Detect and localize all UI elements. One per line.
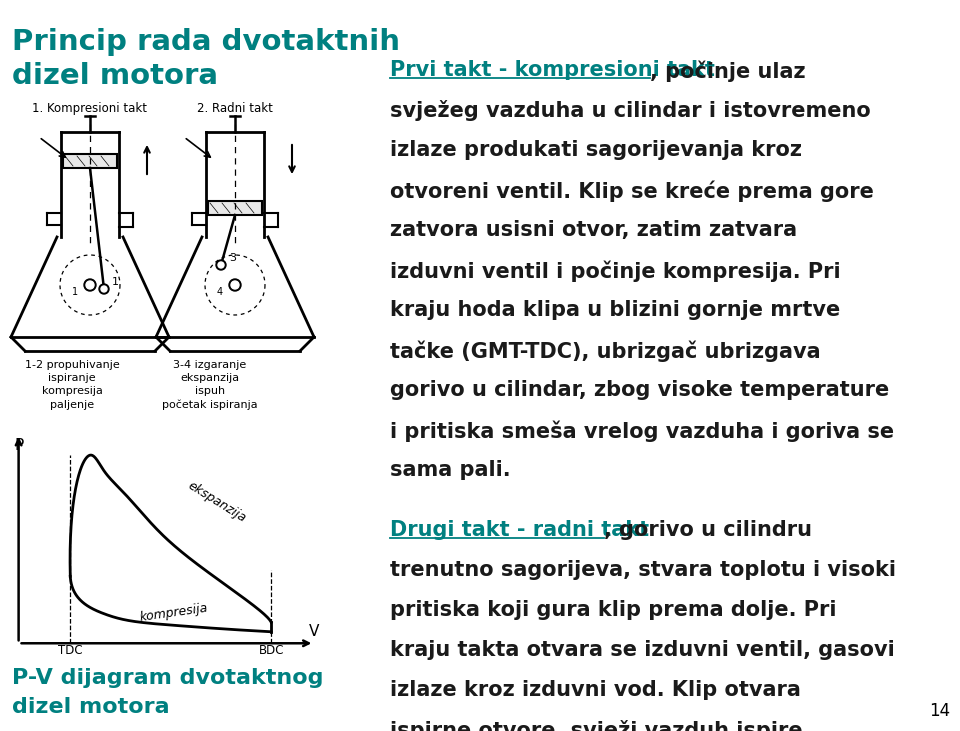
Circle shape	[229, 279, 241, 291]
Text: gorivo u cilindar, zbog visoke temperature: gorivo u cilindar, zbog visoke temperatu…	[390, 380, 889, 400]
Text: izduvni ventil i počinje kompresija. Pri: izduvni ventil i počinje kompresija. Pri	[390, 260, 841, 281]
Text: TDC: TDC	[58, 644, 83, 656]
Text: ekspanzija: ekspanzija	[185, 479, 248, 525]
Circle shape	[86, 281, 94, 289]
Text: kraju takta otvara se izduvni ventil, gasovi: kraju takta otvara se izduvni ventil, ga…	[390, 640, 895, 660]
Text: otvoreni ventil. Klip se kreće prema gore: otvoreni ventil. Klip se kreće prema gor…	[390, 180, 874, 202]
Text: kompresija: kompresija	[139, 602, 209, 624]
Text: i pritiska smeša vrelog vazduha i goriva se: i pritiska smeša vrelog vazduha i goriva…	[390, 420, 894, 442]
Text: trenutno sagorijeva, stvara toplotu i visoki: trenutno sagorijeva, stvara toplotu i vi…	[390, 560, 896, 580]
Text: ispirne otvore, svježi vazduh ispire: ispirne otvore, svježi vazduh ispire	[390, 720, 803, 731]
Text: P: P	[14, 439, 24, 453]
Circle shape	[218, 262, 224, 268]
Text: 1: 1	[112, 277, 119, 287]
Text: BDC: BDC	[258, 644, 284, 656]
Text: P-V dijagram dvotaktnog: P-V dijagram dvotaktnog	[12, 668, 324, 688]
Circle shape	[101, 286, 107, 292]
Bar	[63, 154, 117, 168]
Text: tačke (GMT-TDC), ubrizgač ubrizgava: tačke (GMT-TDC), ubrizgač ubrizgava	[390, 340, 821, 362]
Text: izlaze kroz izduvni vod. Klip otvara: izlaze kroz izduvni vod. Klip otvara	[390, 680, 801, 700]
Circle shape	[231, 281, 239, 289]
Text: dizel motora: dizel motora	[12, 697, 170, 717]
Text: Drugi takt - radni takt: Drugi takt - radni takt	[390, 520, 649, 540]
Text: 3-4 izgaranje
ekspanzija
ispuh
početak ispiranja: 3-4 izgaranje ekspanzija ispuh početak i…	[162, 360, 258, 410]
Text: 2. Radni takt: 2. Radni takt	[197, 102, 273, 115]
Text: Prvi takt - kompresioni takt: Prvi takt - kompresioni takt	[390, 60, 715, 80]
Circle shape	[84, 279, 96, 291]
Text: 4: 4	[217, 287, 223, 297]
Text: , gorivo u cilindru: , gorivo u cilindru	[604, 520, 812, 540]
Text: 1-2 propuhivanje
ispiranje
kompresija
paljenje: 1-2 propuhivanje ispiranje kompresija pa…	[25, 360, 119, 409]
Text: izlaze produkati sagorijevanja kroz: izlaze produkati sagorijevanja kroz	[390, 140, 802, 160]
Text: 3: 3	[229, 253, 236, 263]
Text: 14: 14	[929, 702, 950, 720]
Text: Princip rada dvotaktnih: Princip rada dvotaktnih	[12, 28, 400, 56]
Text: V: V	[308, 624, 319, 639]
Text: zatvora usisni otvor, zatim zatvara: zatvora usisni otvor, zatim zatvara	[390, 220, 797, 240]
Text: kraju hoda klipa u blizini gornje mrtve: kraju hoda klipa u blizini gornje mrtve	[390, 300, 840, 320]
Text: sama pali.: sama pali.	[390, 460, 511, 480]
Circle shape	[99, 284, 109, 294]
Circle shape	[216, 260, 226, 270]
Text: 1. Kompresioni takt: 1. Kompresioni takt	[33, 102, 148, 115]
Text: svježeg vazduha u cilindar i istovremeno: svježeg vazduha u cilindar i istovremeno	[390, 100, 871, 121]
Text: , počinje ulaz: , počinje ulaz	[651, 60, 806, 81]
Text: dizel motora: dizel motora	[12, 62, 218, 90]
Bar	[208, 201, 262, 215]
Text: pritiska koji gura klip prema dolje. Pri: pritiska koji gura klip prema dolje. Pri	[390, 600, 836, 620]
Text: 1: 1	[72, 287, 78, 297]
